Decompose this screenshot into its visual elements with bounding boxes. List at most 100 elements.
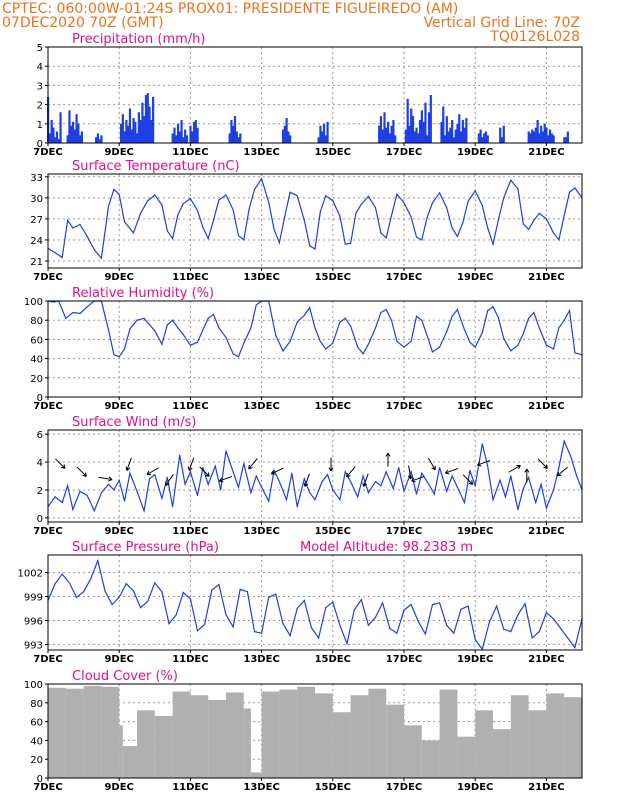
wind-arrow (199, 466, 210, 477)
data-point (261, 632, 263, 634)
data-point (362, 475, 364, 477)
data-point (202, 329, 204, 331)
data-point (196, 341, 199, 343)
data-point (456, 235, 458, 238)
wind-arrow-head (328, 467, 332, 472)
precip-bar (390, 125, 393, 143)
precip-bar (413, 131, 416, 143)
precip-bar (529, 133, 532, 143)
precip-bar (52, 127, 55, 143)
data-point (243, 239, 245, 241)
precip-bar (484, 131, 488, 143)
precip-bar (136, 133, 139, 143)
cloud-bar (457, 736, 476, 778)
cloud-bar (226, 692, 244, 778)
x-date-label: 11DEC (172, 272, 208, 283)
data-point (528, 228, 530, 231)
data-point (540, 483, 542, 485)
panel-frame (47, 46, 583, 144)
wind-arrow-head (524, 468, 528, 473)
data-point (250, 492, 252, 494)
x-date-label: 13DEC (243, 401, 279, 412)
data-point (237, 235, 240, 237)
data-point (374, 207, 377, 209)
data-point (261, 486, 263, 488)
data-point (415, 236, 418, 238)
data-point (268, 201, 270, 203)
precip-bar (96, 133, 100, 143)
data-point (451, 227, 453, 229)
data-point (147, 600, 149, 602)
surface-pressure-hpa-line (47, 558, 583, 651)
precip-bar (194, 119, 197, 143)
data-point (456, 486, 458, 488)
data-point (325, 607, 327, 609)
cloud-bar (172, 691, 191, 778)
data-point (346, 643, 348, 645)
data-point (568, 191, 571, 193)
precip-bar (176, 123, 180, 143)
data-point (317, 637, 320, 639)
data-point (367, 624, 369, 626)
data-point (524, 603, 526, 605)
wind-arrow-head (304, 483, 309, 487)
y-tick-label: 999 (24, 593, 43, 604)
data-point (431, 202, 434, 204)
data-point (463, 329, 466, 331)
wind-arrow-head (330, 467, 334, 472)
data-point (492, 243, 494, 245)
data-point (481, 443, 483, 445)
data-point (439, 602, 441, 604)
wind-arrow-shaft (363, 473, 369, 487)
data-point (139, 212, 142, 214)
x-date-label: 11DEC (172, 401, 208, 412)
header-model-id: TQ0126L028 (489, 29, 580, 45)
data-point (253, 631, 256, 633)
x-date-label: 19DEC (457, 147, 493, 158)
cloud-bar (250, 772, 262, 778)
data-point (66, 219, 69, 221)
data-point (154, 194, 156, 196)
precip-bar (527, 131, 530, 143)
data-point (177, 214, 179, 216)
precip-bar (536, 119, 539, 143)
precip-bar (77, 123, 80, 143)
wind-arrow-head (445, 472, 450, 475)
precip-bar (55, 131, 59, 143)
data-point (86, 494, 88, 497)
data-point (503, 337, 505, 340)
precip-bar (50, 119, 53, 143)
precip-bar (385, 127, 388, 143)
wind-arrow (55, 458, 66, 469)
wind-arrow (270, 467, 284, 475)
data-point (497, 219, 499, 221)
header-grid-line: Vertical Grid Line: 70Z (424, 15, 580, 31)
data-point (367, 195, 369, 198)
precip-bar (127, 125, 130, 143)
data-point (488, 621, 491, 623)
panel-frame (47, 683, 583, 779)
data-point (332, 200, 334, 202)
precip-bar (456, 123, 459, 143)
x-date-label: 17DEC (386, 401, 422, 412)
wind-arrow-shaft (428, 457, 436, 471)
data-point (339, 624, 341, 626)
wind-arrow-head (346, 472, 348, 477)
precip-bar (440, 121, 443, 143)
data-point (309, 244, 311, 247)
data-point (357, 346, 359, 348)
cloud-bar (137, 710, 155, 778)
data-point (538, 631, 540, 633)
precip-bar (79, 135, 82, 143)
precip-bar (392, 119, 395, 143)
data-point (332, 489, 334, 491)
cloud-bar (122, 746, 137, 778)
precip-bar (146, 93, 149, 143)
data-point (166, 230, 168, 232)
data-point (469, 341, 471, 343)
wind-arrow-shaft (271, 467, 284, 475)
data-point (143, 317, 145, 319)
data-point (147, 200, 149, 202)
data-point (326, 474, 329, 476)
data-point (533, 311, 535, 314)
